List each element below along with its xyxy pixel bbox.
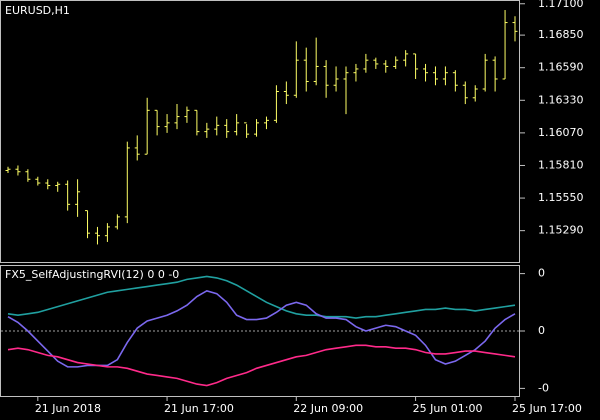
y-tick-label: 1.15810 (538, 158, 584, 171)
y-tick-label: 1.16070 (538, 126, 584, 139)
indicator-frame (0, 265, 520, 397)
y-tick-label: 1.17100 (538, 0, 584, 10)
x-tick-label: 22 Jun 09:00 (293, 402, 363, 415)
y-tick-label: 0 (538, 267, 545, 280)
y-tick-label: 1.15290 (538, 224, 584, 237)
indicator-title: FX5_SelfAdjustingRVI(12) 0 0 -0 (5, 268, 179, 281)
x-tick-label: 21 Jun 2018 (35, 402, 101, 415)
indicator-line (7, 344, 516, 387)
indicator-line (7, 275, 516, 319)
y-tick-label: 1.16330 (538, 93, 584, 106)
x-tick-label: 25 Jun 17:00 (512, 402, 582, 415)
y-tick-label: 0 (538, 324, 545, 337)
indicator-line (7, 289, 516, 368)
x-tick-label: 21 Jun 17:00 (164, 402, 234, 415)
x-tick-label: 25 Jun 01:00 (413, 402, 483, 415)
price-frame (0, 0, 520, 263)
chart-title: EURUSD,H1 (5, 4, 70, 17)
y-tick-label: 1.16590 (538, 61, 584, 74)
y-tick-label: 1.15550 (538, 191, 584, 204)
y-tick-label: -0 (538, 381, 549, 394)
y-tick-label: 1.16850 (538, 28, 584, 41)
